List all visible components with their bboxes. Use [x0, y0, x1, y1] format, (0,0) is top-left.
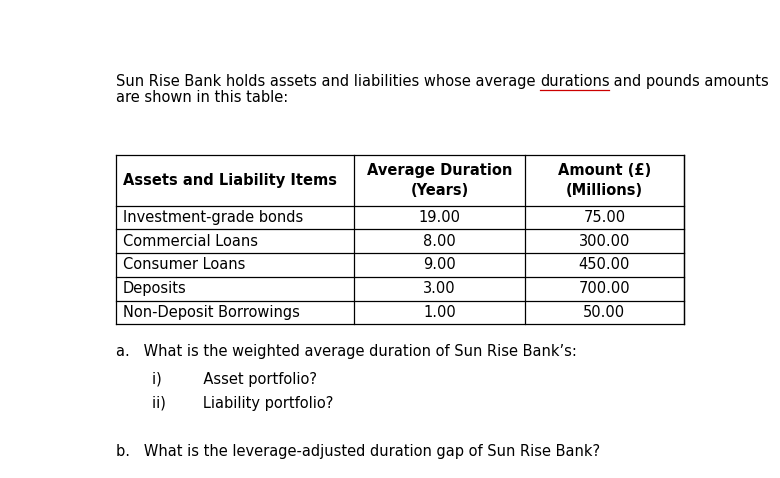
Text: a.   What is the weighted average duration of Sun Rise Bank’s:: a. What is the weighted average duration… — [115, 345, 576, 359]
Text: Amount (£)
(Millions): Amount (£) (Millions) — [558, 163, 651, 198]
Text: 75.00: 75.00 — [583, 210, 626, 225]
Text: are shown in this table:: are shown in this table: — [115, 90, 288, 105]
Text: durations: durations — [540, 74, 609, 89]
Text: i)         Asset portfolio?: i) Asset portfolio? — [152, 372, 317, 387]
Text: Assets and Liability Items: Assets and Liability Items — [123, 173, 337, 188]
Text: ii)        Liability portfolio?: ii) Liability portfolio? — [152, 396, 333, 411]
Text: Consumer Loans: Consumer Loans — [123, 258, 245, 272]
Text: Investment-grade bonds: Investment-grade bonds — [123, 210, 303, 225]
Text: 700.00: 700.00 — [579, 281, 630, 296]
Text: Deposits: Deposits — [123, 281, 186, 296]
Text: 450.00: 450.00 — [579, 258, 630, 272]
Text: Non-Deposit Borrowings: Non-Deposit Borrowings — [123, 305, 300, 320]
Text: Average Duration
(Years): Average Duration (Years) — [367, 163, 512, 198]
Text: 300.00: 300.00 — [579, 234, 630, 249]
Text: 19.00: 19.00 — [419, 210, 460, 225]
Text: b.   What is the leverage-adjusted duration gap of Sun Rise Bank?: b. What is the leverage-adjusted duratio… — [115, 444, 600, 459]
Text: 3.00: 3.00 — [424, 281, 456, 296]
Text: Sun Rise Bank holds assets and liabilities whose average: Sun Rise Bank holds assets and liabiliti… — [115, 74, 540, 89]
Text: 8.00: 8.00 — [424, 234, 456, 249]
Text: 1.00: 1.00 — [424, 305, 456, 320]
Text: 9.00: 9.00 — [424, 258, 456, 272]
Text: and pounds amounts: and pounds amounts — [609, 74, 769, 89]
Text: Commercial Loans: Commercial Loans — [123, 234, 258, 249]
Text: 50.00: 50.00 — [583, 305, 626, 320]
